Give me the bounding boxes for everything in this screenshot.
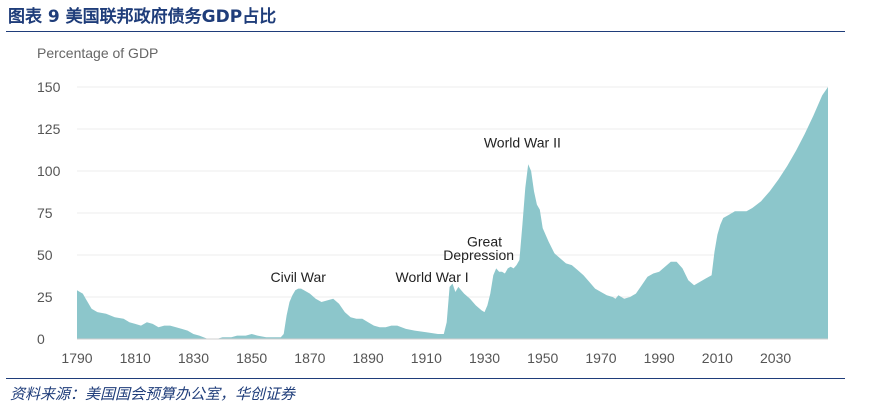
y-axis-ticks: 150 125 100 75 50 25 0 xyxy=(37,79,61,347)
source-note: 资料来源：美国国会预算办公室，华创证券 xyxy=(10,385,296,403)
annotation-label: Depression xyxy=(443,247,514,263)
y-tick-label: 50 xyxy=(37,247,53,263)
y-tick-label: 125 xyxy=(37,121,61,137)
y-axis-label: Percentage of GDP xyxy=(37,45,158,61)
x-tick-label: 1990 xyxy=(644,350,675,366)
debt-area xyxy=(77,87,828,339)
annotation-label: Civil War xyxy=(270,269,326,285)
x-tick-label: 1910 xyxy=(411,350,442,366)
x-tick-label: 1890 xyxy=(353,350,384,366)
x-tick-label: 1950 xyxy=(527,350,558,366)
x-tick-label: 1970 xyxy=(585,350,616,366)
annotation-label: World War II xyxy=(484,134,561,150)
x-tick-label: 1870 xyxy=(294,350,325,366)
x-tick-label: 2030 xyxy=(760,350,791,366)
title-rule xyxy=(6,31,845,32)
y-tick-label: 75 xyxy=(37,205,53,221)
y-tick-label: 100 xyxy=(37,163,61,179)
x-tick-label: 1790 xyxy=(61,350,92,366)
annotation-label: Great xyxy=(467,234,502,250)
annotation-label: World War I xyxy=(396,269,469,285)
x-tick-label: 2010 xyxy=(702,350,733,366)
y-tick-label: 0 xyxy=(37,331,45,347)
x-tick-label: 1810 xyxy=(120,350,151,366)
x-axis-ticks: 1790 1810 1830 1850 1870 1890 1910 1930 1950 1970… xyxy=(61,350,791,366)
x-tick-label: 1850 xyxy=(236,350,267,366)
source-rule xyxy=(6,378,845,379)
plot-area xyxy=(77,87,828,340)
x-tick-label: 1830 xyxy=(178,350,209,366)
x-tick-label: 1930 xyxy=(469,350,500,366)
y-tick-label: 150 xyxy=(37,79,61,95)
grid-lines xyxy=(77,86,828,298)
y-tick-label: 25 xyxy=(37,289,53,305)
figure-title: 图表 9 美国联邦政府债务GDP占比 xyxy=(8,7,277,27)
